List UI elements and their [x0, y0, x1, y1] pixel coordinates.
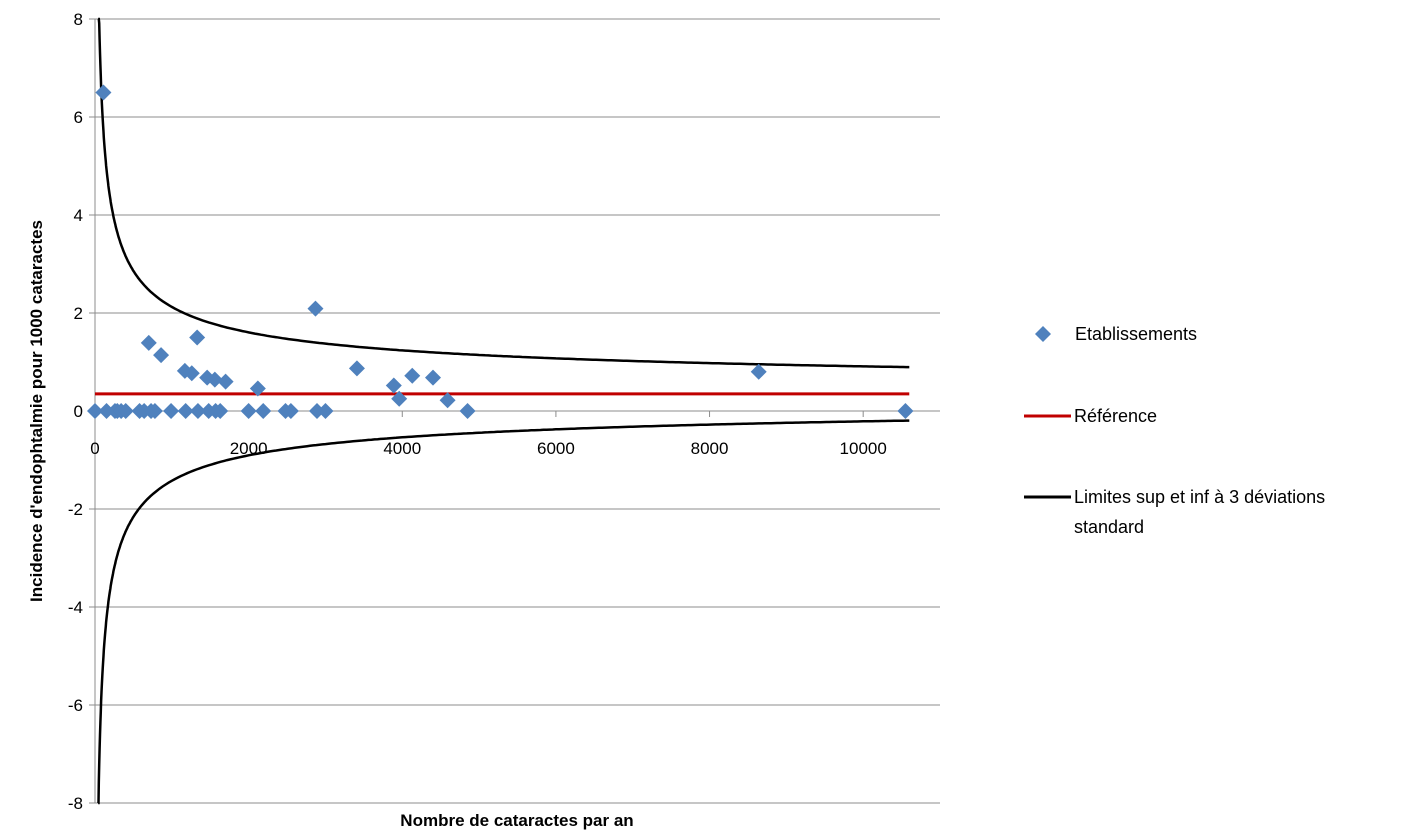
data-point [317, 403, 334, 419]
data-point [117, 403, 134, 419]
x-tick-label: 8000 [691, 439, 729, 458]
data-point [212, 403, 229, 419]
legend-label-etablissements: Etablissements [1075, 324, 1197, 344]
data-point [240, 403, 257, 419]
legend-label-reference: Référence [1074, 406, 1157, 426]
data-point [87, 403, 103, 419]
data-point [146, 403, 163, 419]
legend-item-limits: Limites sup et inf à 3 déviations standa… [1024, 487, 1330, 537]
data-point [206, 371, 223, 388]
plot-area [87, 17, 914, 805]
data-point [307, 300, 324, 317]
data-point [98, 403, 115, 419]
data-point [897, 403, 914, 419]
x-tick-label: 6000 [537, 439, 575, 458]
data-point [183, 365, 200, 382]
y-tick-label: 8 [74, 10, 83, 29]
data-point [217, 373, 234, 390]
data-point [249, 380, 266, 397]
x-tick-labels: 0 2000 4000 6000 8000 10000 [90, 439, 887, 458]
y-axis-title: Incidence d'endophtalmie pour 1000 catar… [27, 220, 46, 602]
data-point [153, 347, 170, 364]
y-tick-label: -6 [68, 696, 83, 715]
lower-limit-line [97, 419, 910, 805]
legend-label-limits-line2: standard [1074, 517, 1144, 537]
y-tick-label: -4 [68, 598, 83, 617]
legend-item-etablissements: Etablissements [1035, 324, 1197, 344]
x-tick-label: 0 [90, 439, 99, 458]
data-point [163, 403, 180, 419]
y-tick-label: 2 [74, 304, 83, 323]
data-point [391, 390, 408, 407]
x-axis-title: Nombre de cataractes par an [400, 811, 633, 830]
data-point [385, 377, 402, 394]
x-tick-label: 10000 [840, 439, 887, 458]
data-point [439, 392, 456, 409]
data-point [404, 367, 421, 384]
legend-label-limits: Limites sup et inf à 3 déviations standa… [1074, 487, 1330, 537]
data-point [189, 329, 206, 346]
data-point [282, 403, 299, 419]
legend: Etablissements Référence Limites sup et … [1024, 324, 1330, 537]
legend-marker-diamond-icon [1035, 326, 1051, 342]
y-tick-label: 4 [74, 206, 83, 225]
data-point [750, 363, 767, 380]
data-point [309, 403, 326, 419]
series-lines [95, 17, 910, 805]
data-point [459, 403, 476, 419]
series-points [87, 84, 914, 419]
data-point [348, 360, 365, 377]
gridlines [95, 18, 940, 804]
data-point [189, 403, 206, 419]
data-point [177, 403, 194, 419]
legend-label-limits-line1: Limites sup et inf à 3 déviations [1074, 487, 1325, 507]
y-tick-labels: 8 6 4 2 0 -2 -4 -6 -8 [68, 10, 83, 813]
upper-limit-line [97, 17, 910, 369]
data-point [255, 403, 272, 419]
data-point [95, 84, 112, 101]
y-tick-label: -8 [68, 794, 83, 813]
y-tick-label: 0 [74, 402, 83, 421]
x-tick-label: 4000 [383, 439, 421, 458]
y-tick-label: 6 [74, 108, 83, 127]
data-point [140, 334, 157, 351]
data-point [425, 369, 441, 386]
legend-item-reference: Référence [1024, 406, 1157, 426]
y-tick-label: -2 [68, 500, 83, 519]
